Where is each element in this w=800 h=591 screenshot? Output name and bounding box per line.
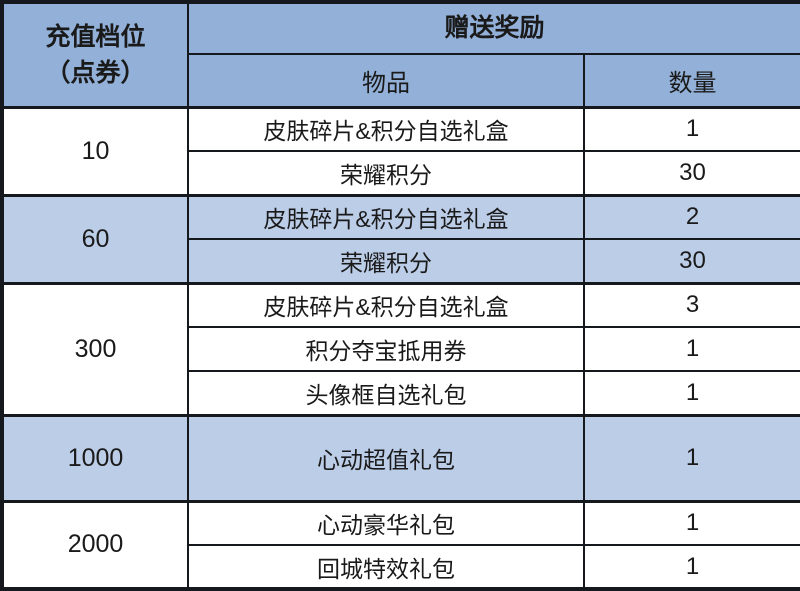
header-item: 物品 (187, 53, 585, 109)
qty-cell: 3 (582, 281, 800, 328)
qty-cell: 1 (582, 544, 800, 590)
qty-cell: 1 (582, 105, 800, 152)
tier-cell: 10 (1, 105, 189, 196)
item-cell: 心动超值礼包 (187, 413, 585, 502)
header-rewards: 赠送奖励 (186, 1, 800, 55)
table-row: 10 皮肤碎片&积分自选礼盒 1 (1, 105, 800, 196)
header-tier-line2: （点券） (45, 58, 146, 87)
table-row: 回城特效礼包 1 (2, 544, 800, 590)
tier-cell: 2000 (1, 499, 189, 590)
table-row: 300 皮肤碎片&积分自选礼盒 3 (1, 281, 800, 416)
tier-cell: 1000 (1, 413, 189, 502)
item-cell: 头像框自选礼包 (187, 370, 585, 416)
table-header: 充值档位 （点券） 赠送奖励 物品 数量 (1, 1, 800, 109)
item-cell: 回城特效礼包 (187, 544, 585, 590)
item-cell: 皮肤碎片&积分自选礼盒 (187, 105, 585, 152)
table-row: 积分夺宝抵用券 1 (2, 326, 800, 372)
table-row: 荣耀积分 30 (2, 238, 800, 284)
tier-cell: 300 (1, 281, 189, 416)
header-row-2: 物品 数量 (2, 53, 800, 109)
header-tier: 充值档位 （点券） (1, 1, 189, 108)
item-cell: 积分夺宝抵用券 (187, 326, 585, 372)
table-row: 荣耀积分 30 (2, 150, 800, 196)
table-body: 10 皮肤碎片&积分自选礼盒 1 荣耀积分 30 60 皮肤碎片&积分自选礼盒 2 荣耀积分 30… (1, 105, 800, 590)
header-tier-line1: 充值档位 (45, 22, 146, 51)
item-cell: 荣耀积分 (187, 150, 585, 196)
qty-cell: 1 (582, 326, 800, 372)
qty-cell: 1 (582, 499, 800, 546)
tier-cell: 60 (1, 193, 189, 284)
table-row: 60 皮肤碎片&积分自选礼盒 2 (1, 193, 800, 284)
item-cell: 心动豪华礼包 (187, 499, 585, 546)
qty-cell: 1 (582, 370, 800, 416)
item-cell: 皮肤碎片&积分自选礼盒 (187, 193, 585, 240)
header-row-1: 充值档位 （点券） 赠送奖励 (1, 1, 800, 108)
qty-cell: 30 (582, 150, 800, 196)
table-row: 头像框自选礼包 1 (2, 370, 800, 416)
qty-cell: 1 (582, 413, 800, 502)
qty-cell: 30 (582, 238, 800, 284)
header-qty: 数量 (582, 53, 800, 109)
table-row: 1000 心动超值礼包 1 (1, 413, 800, 502)
item-cell: 荣耀积分 (187, 238, 585, 284)
item-cell: 皮肤碎片&积分自选礼盒 (187, 281, 585, 328)
qty-cell: 2 (582, 193, 800, 240)
table-row: 2000 心动豪华礼包 1 (1, 499, 800, 590)
